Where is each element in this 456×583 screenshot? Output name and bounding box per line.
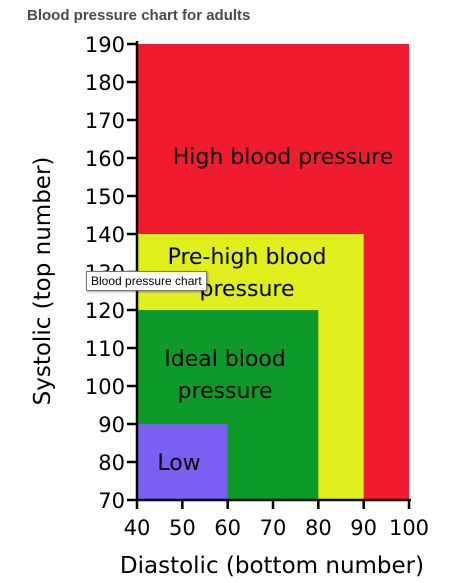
zone-label-line: Ideal blood <box>164 347 286 372</box>
y-tick-label: 150 <box>85 185 125 209</box>
x-axis-label: Diastolic (bottom number) <box>120 553 424 579</box>
x-tick-label: 50 <box>169 516 196 540</box>
y-tick-label: 100 <box>85 375 125 399</box>
zone-label-line: pressure <box>199 277 294 302</box>
zone-label-low: Low <box>157 451 200 476</box>
y-tick-label: 120 <box>85 299 125 323</box>
x-tick-label: 90 <box>350 516 377 540</box>
y-tick-label: 160 <box>85 147 125 171</box>
page-title: Blood pressure chart for adults <box>27 7 251 24</box>
zone-label-ideal-blood-pressure: Ideal blood pressure <box>164 347 286 404</box>
zone-low <box>137 424 228 500</box>
x-tick-label: 80 <box>305 516 332 540</box>
zone-label-line: pressure <box>177 379 272 404</box>
zone-label-high-blood-pressure: High blood pressure <box>173 145 394 170</box>
y-tick-label: 180 <box>85 71 125 95</box>
y-tick-label: 170 <box>85 109 125 133</box>
y-tick-label: 140 <box>85 223 125 247</box>
x-tick-label: 60 <box>214 516 241 540</box>
y-axis-label: Systolic (top number) <box>30 157 56 406</box>
x-tick-label: 100 <box>389 516 429 540</box>
zone-label-pre-high-blood-pressure: Pre-high blood pressure <box>168 245 327 302</box>
y-tick-label: 70 <box>98 489 125 513</box>
zone-label-line: Low <box>157 451 200 476</box>
x-tick-label: 40 <box>124 516 151 540</box>
zone-label-line: High blood pressure <box>173 145 394 170</box>
y-tick-label: 110 <box>85 337 125 361</box>
y-tick-label: 80 <box>98 451 125 475</box>
y-tick-label: 90 <box>98 413 125 437</box>
y-tick-label: 190 <box>85 33 125 57</box>
zone-label-line: Pre-high blood <box>168 245 327 270</box>
x-tick-label: 70 <box>260 516 287 540</box>
tooltip: Blood pressure chart <box>86 271 207 291</box>
